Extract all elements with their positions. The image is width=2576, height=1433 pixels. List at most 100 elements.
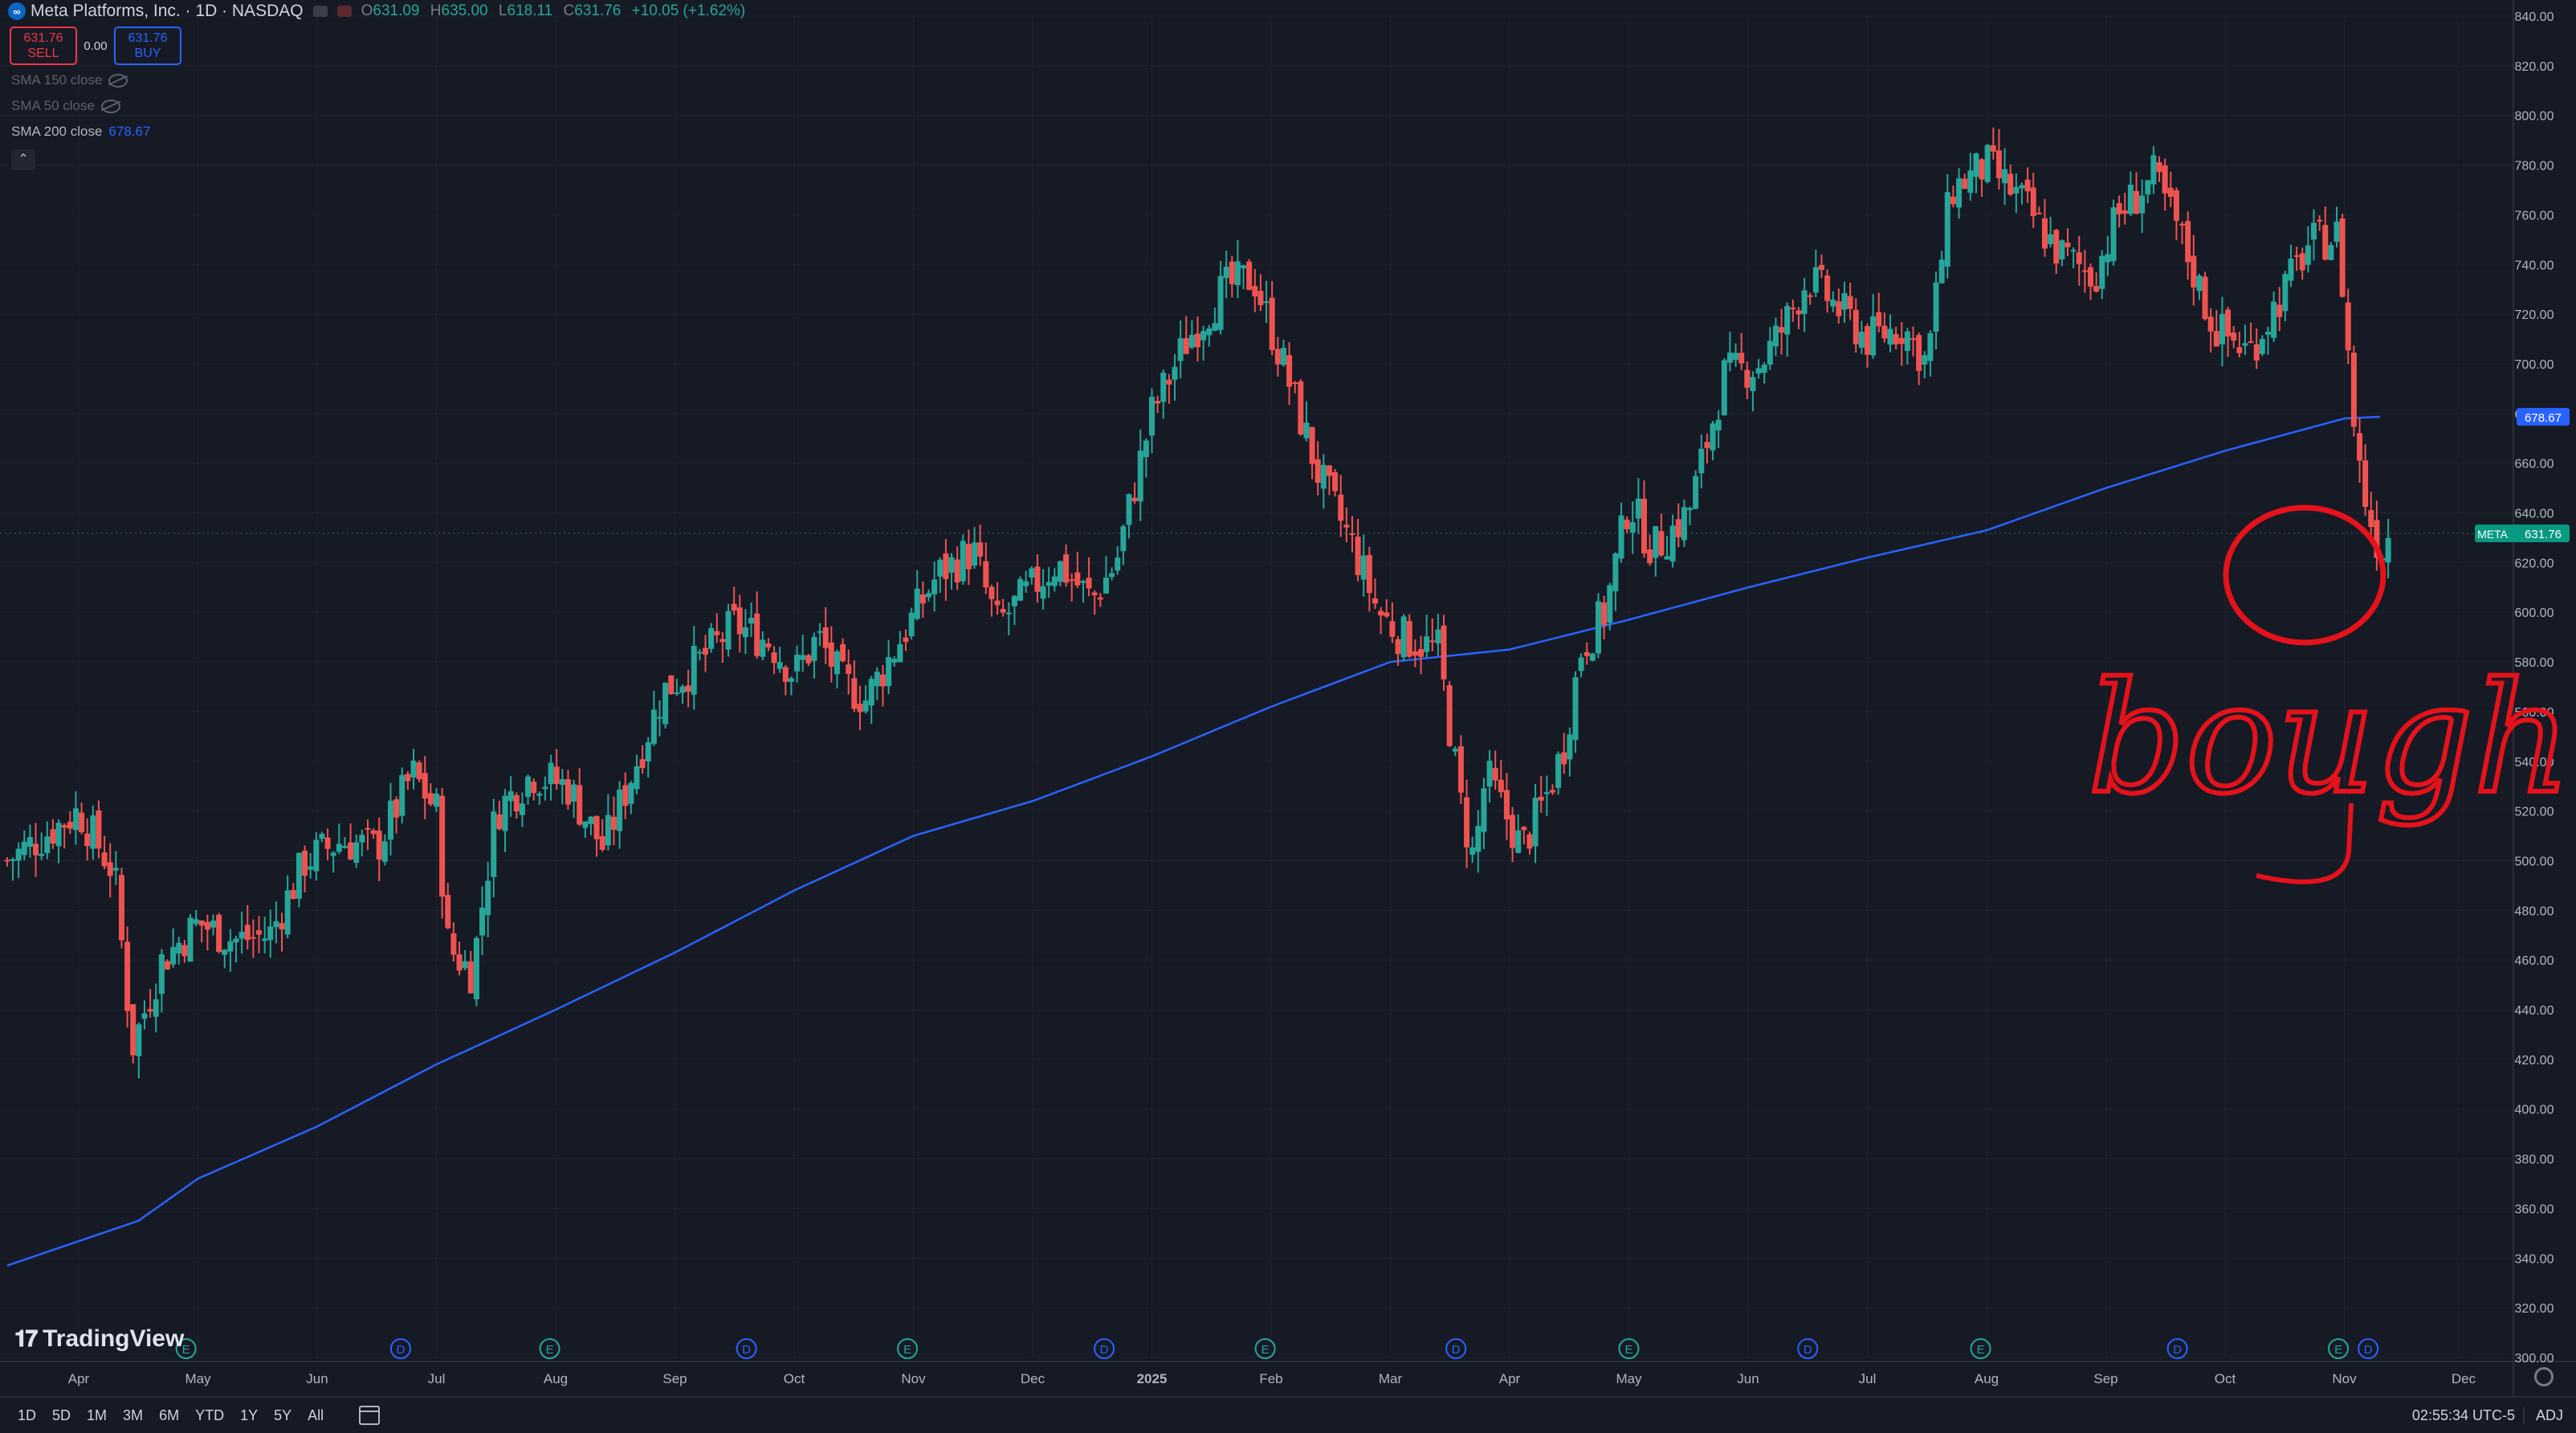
candle-body [1779,327,1785,333]
candle-body [279,923,285,930]
range-1d[interactable]: 1D [18,1406,37,1423]
visibility-chip-icon[interactable] [312,6,328,17]
range-1m[interactable]: 1M [87,1406,108,1423]
candle-body [39,853,45,856]
candle-body [650,709,657,745]
candle-body [1051,576,1058,586]
candle-body [794,655,801,672]
candle-body [1188,334,1195,348]
range-6m[interactable]: 6M [159,1406,180,1423]
candle-body [2310,223,2317,240]
buy-price: 631.76 [128,31,168,45]
candle-body [2202,276,2208,320]
candle-body [1784,305,1791,335]
symbol-legend[interactable]: ∞ Meta Platforms, Inc. · 1D · NASDAQ O63… [8,2,752,21]
candle-body [1017,578,1024,601]
candle-body [313,839,320,872]
candle-body [1452,749,1458,752]
tradingview-wordmark: TradingView [43,1325,185,1352]
candle-body [1086,578,1092,589]
annotation-text: bought [2088,650,2576,827]
range-5y[interactable]: 5Y [274,1406,292,1423]
candle-body [1824,275,1831,301]
time-tick-label: 2025 [1137,1371,1168,1386]
candle-body [1744,369,1751,388]
indicator-sma-150[interactable]: SMA 150 close [11,72,128,88]
price-chart[interactable]: 300.00 320.00 340.00 360.00 380.00 400.00 420.… [0,0,2576,1396]
annotation-circle [2223,504,2386,646]
candle-body [1818,264,1824,270]
candle-body [868,679,874,706]
candle-body [1034,566,1041,592]
hidden-eye-icon[interactable] [100,99,120,113]
range-ytd[interactable]: YTD [195,1406,225,1423]
tradingview-logo[interactable]: 𝟏𝟕 TradingView [14,1325,184,1353]
candle-body [771,652,777,663]
time-tick-label: Jul [1859,1371,1877,1386]
candle-body [903,637,909,643]
candle-body [696,651,703,654]
candle-body [639,759,646,769]
candle-body [1653,526,1659,558]
candle-body [1486,761,1493,787]
range-all[interactable]: All [308,1406,324,1423]
price-tick-label: 700.00 [2515,358,2554,372]
time-tick-label: Aug [1975,1371,1999,1386]
candle-body [1967,170,1974,194]
candle-body [336,843,342,852]
candle-body [1457,746,1464,793]
event-earnings-icon [539,1338,560,1359]
candle-body [1257,291,1264,305]
candle-body [244,925,251,941]
price-tick-label: 400.00 [2515,1104,2554,1117]
buy-button[interactable]: 631.76 BUY [114,27,181,65]
candle-body [1223,267,1229,279]
candle-body [376,831,382,860]
range-3m[interactable]: 3M [123,1406,144,1423]
price-tick-label: 600.00 [2515,606,2554,620]
event-letter: E [1262,1343,1270,1357]
indicator-sma-200[interactable]: SMA 200 close 678.67 [11,124,150,140]
symbol-title[interactable]: Meta Platforms, Inc. · 1D · NASDAQ [31,2,304,20]
candle-body [1343,525,1350,528]
candle-body [645,742,651,761]
candle-body [714,631,720,635]
settings-gear-icon[interactable] [2534,1367,2554,1386]
candle-body [262,938,268,941]
candle-body [2339,218,2346,297]
collapse-legend-button[interactable]: ⌃ [11,149,35,170]
range-5d[interactable]: 5D [52,1406,71,1423]
candle-body [617,789,623,831]
sell-button[interactable]: 631.76 SELL [10,27,77,65]
price-tick-label: 540.00 [2515,756,2554,770]
go-to-date-calendar-icon[interactable] [359,1406,381,1425]
price-tick-label: 500.00 [2515,855,2554,868]
adjust-button[interactable]: ADJ [2522,1406,2563,1424]
last-price-label [2475,525,2570,543]
compare-chip-icon[interactable] [336,6,352,17]
time-axis[interactable]: Apr May Jun Jul Aug Sep Oct Nov Dec 2025 Feb Mar Apr… [68,1371,2476,1386]
candle-body [1721,360,1727,416]
range-1y[interactable]: 1Y [240,1406,259,1423]
price-axis[interactable]: 300.00 320.00 340.00 360.00 380.00 400.00 420.… [2513,0,2554,1396]
candle-body [2064,242,2071,247]
timezone-clock[interactable]: 02:55:34 UTC-5 [2411,1406,2515,1423]
buy-label: BUY [134,47,161,60]
price-tick-label: 360.00 [2515,1202,2554,1216]
event-dividend-icon [736,1338,757,1359]
candle-body [525,776,532,798]
candle-body [399,774,406,816]
candle-body [67,822,73,829]
candle-body [1229,261,1235,284]
time-tick-label: May [185,1371,211,1386]
candle-body [1887,329,1893,345]
indicator-sma-50[interactable]: SMA 50 close [11,98,120,114]
candle-body [1057,561,1063,582]
candle-body [1349,533,1355,535]
hidden-eye-icon[interactable] [108,73,128,88]
indicator-value: 678.67 [108,124,151,139]
candle-body [972,542,978,566]
indicator-name: SMA 150 close [11,72,103,88]
candle-body [1280,348,1286,365]
